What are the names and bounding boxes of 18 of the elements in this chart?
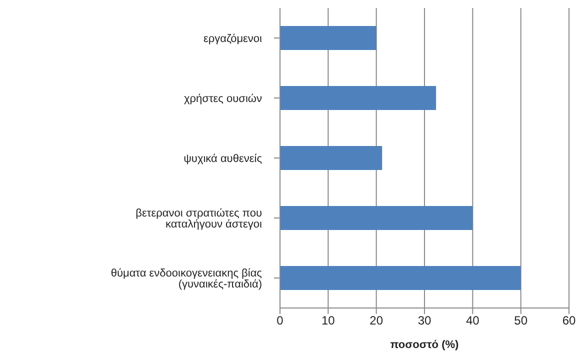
bar — [280, 26, 376, 50]
y-tick-label: βετερανοι στρατιώτες που καταλήγουν άστεγοι — [136, 207, 263, 230]
x-tick-label: 30 — [418, 314, 432, 328]
bar — [280, 86, 436, 110]
bar — [280, 146, 382, 170]
x-tick-label: 50 — [514, 314, 528, 328]
y-tick-label: θύματα ενδοοικογενειακης βίας (γυναικές-παιδιά) — [110, 267, 262, 290]
y-tick-label: χρήστες ουσιών — [184, 92, 262, 105]
x-tick-label: 20 — [370, 314, 384, 328]
x-axis-title: ποσοστό (%) — [390, 339, 460, 351]
y-tick-label: εργαζόμενοι — [203, 32, 263, 45]
y-tick-label: ψυχικά αυθενείς — [184, 152, 262, 165]
bar — [280, 266, 521, 290]
x-tick-label: 0 — [276, 314, 284, 328]
x-tick-label: 40 — [466, 314, 480, 328]
bar — [280, 206, 473, 230]
x-tick-label: 10 — [321, 314, 336, 328]
x-tick-label: 60 — [562, 314, 576, 328]
